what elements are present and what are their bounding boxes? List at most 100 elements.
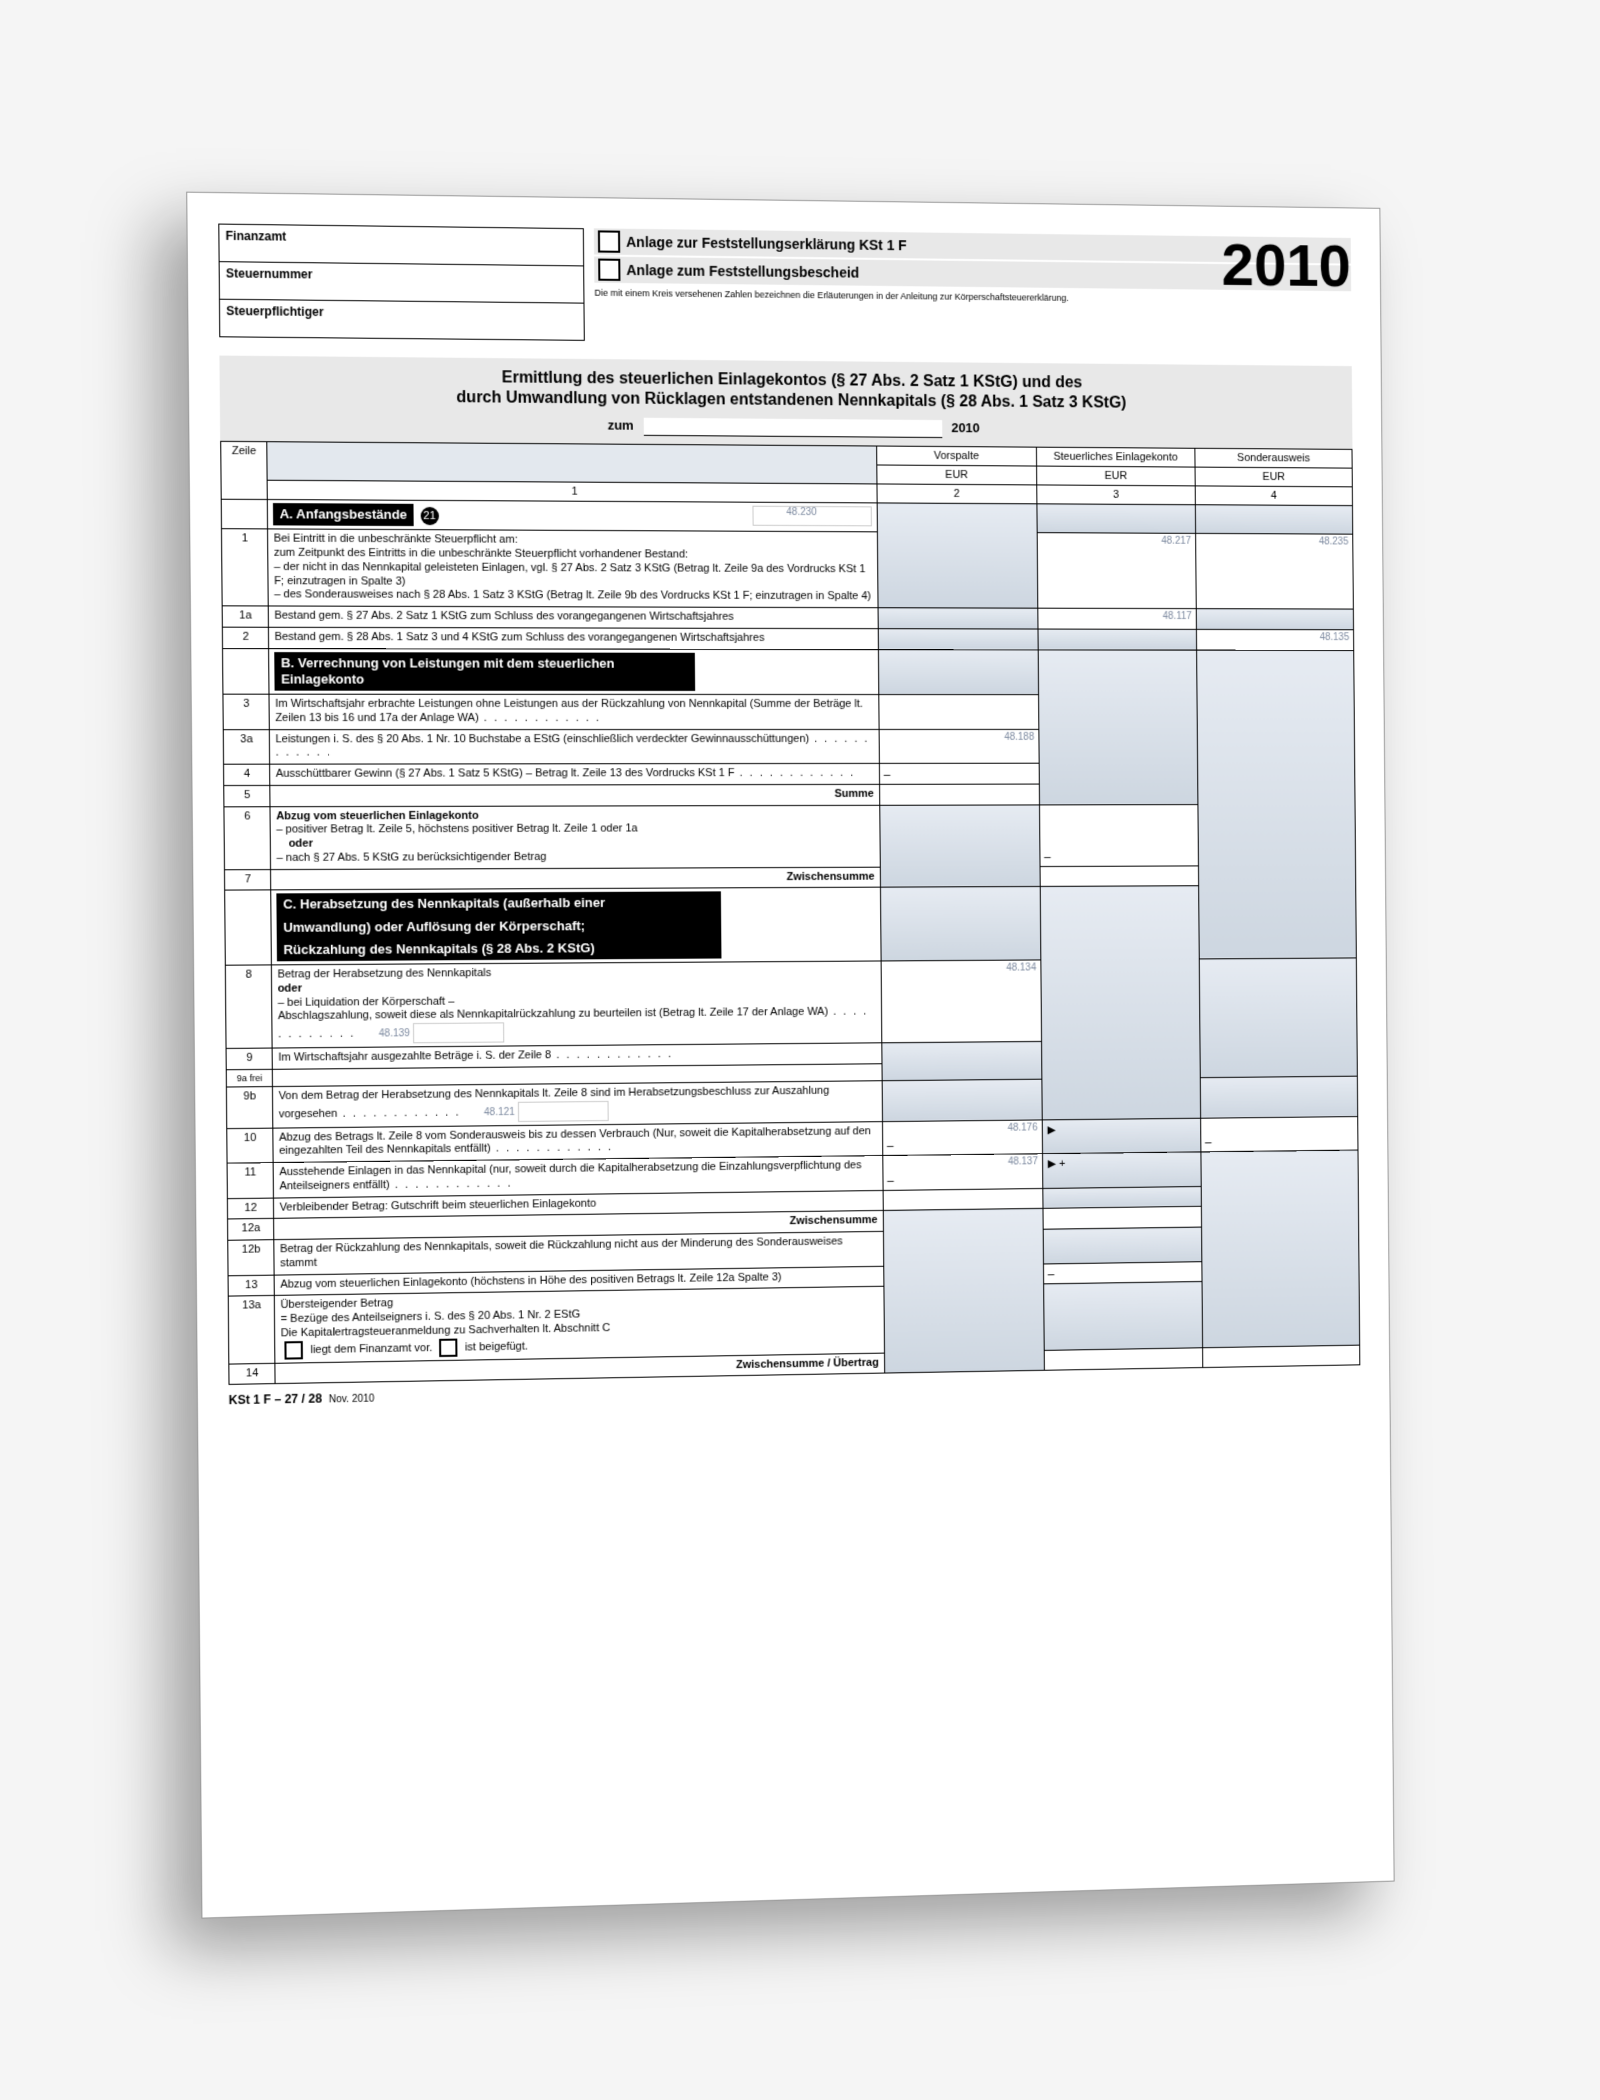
section-b-title: B. Verrechnung von Leistungen mit dem st… — [275, 652, 696, 691]
row-3a-span: Leistungen i. S. des § 20 Abs. 1 Nr. 10 … — [275, 733, 809, 745]
row-line-8: 8 — [225, 965, 272, 1049]
circle-21-icon: 21 — [420, 507, 438, 525]
col4-num: 4 — [1195, 486, 1352, 506]
cell-b-vor — [878, 649, 1038, 694]
cell-10-sonder[interactable]: – — [1200, 1116, 1358, 1152]
cell-11-vor[interactable]: 48.137– — [882, 1154, 1042, 1190]
col2-num: 2 — [877, 484, 1037, 504]
label-steuerpflichtiger: Steuerpflichtiger — [220, 300, 584, 340]
checkbox-beigefuegt[interactable] — [439, 1338, 457, 1356]
row-11-span: Ausstehende Einlagen in das Nennkapital … — [279, 1159, 861, 1192]
header-left: Finanzamt Steuernummer Steuerpflichtiger — [218, 224, 585, 341]
ref-48-135: 48.135 — [1320, 632, 1350, 643]
col-desc-blank — [267, 442, 876, 484]
footer-code: KSt 1 F – 27 / 28 — [229, 1392, 323, 1408]
ref-48-121: 48.121 — [484, 1106, 515, 1117]
section-c-title1: C. Herabsetzung des Nennkapitals (außerh… — [277, 892, 721, 917]
row-line-13: 13 — [228, 1275, 275, 1297]
cell-4-vor[interactable]: – — [879, 763, 1039, 784]
cell-3a-vor[interactable]: 48.188 — [879, 729, 1039, 763]
row-line-5: 5 — [224, 785, 271, 806]
cell-5-vor[interactable] — [879, 784, 1039, 805]
row-line-9b: 9b — [226, 1086, 273, 1128]
cell-6-vor — [879, 805, 1040, 888]
footer-date: Nov. 2010 — [329, 1394, 375, 1406]
section-c-title-cell: C. Herabsetzung des Nennkapitals (außerh… — [271, 888, 881, 966]
year: 2010 — [1221, 230, 1351, 300]
cell-8-vor[interactable]: 48.134 — [881, 960, 1042, 1043]
row-3-text: Im Wirtschaftsjahr erbrachte Leistungen … — [269, 694, 878, 729]
col3-label: Steuerliches Einlagekonto — [1036, 447, 1195, 467]
row-line-6: 6 — [224, 806, 271, 869]
cell-13-konto[interactable]: – — [1043, 1261, 1202, 1284]
row-8-text: Betrag der Herabsetzung des Nennkapitals… — [272, 961, 882, 1048]
zum-year: 2010 — [951, 421, 980, 436]
cell-7-konto[interactable] — [1040, 866, 1199, 887]
label-steuernummer: Steuernummer — [220, 262, 584, 303]
cell-9b-vor — [882, 1079, 1042, 1121]
cell-1-sonder[interactable]: 48.235 — [1195, 534, 1353, 609]
cell-1a-vor — [878, 608, 1038, 629]
col4-eur: EUR — [1195, 467, 1352, 487]
cell-1a-konto[interactable]: 48.117 — [1038, 608, 1197, 629]
checkbox-2[interactable] — [598, 259, 620, 281]
cell-2-vor — [878, 629, 1038, 650]
section-c-title3: Rückzahlung des Nennkapitals (§ 28 Abs. … — [277, 936, 721, 961]
r13a4a: liegt dem Finanzamt vor. — [310, 1342, 432, 1356]
col-zeile: Zeile — [221, 441, 268, 499]
cell-2-konto — [1038, 629, 1197, 650]
title: Ermittlung des steuerlichen Einlagekonto… — [219, 356, 1352, 422]
row-line-14: 14 — [229, 1363, 276, 1385]
cell-2-sonder[interactable]: 48.135 — [1196, 629, 1353, 650]
ref-48-139: 48.139 — [379, 1028, 410, 1039]
field-8d[interactable] — [413, 1023, 504, 1044]
row-7-text: Zwischensumme — [271, 867, 880, 890]
ref-48-137: 48.137 — [1008, 1156, 1038, 1167]
cell-12a-vor — [883, 1209, 1044, 1374]
r13a4b: ist beigefügt. — [465, 1340, 528, 1353]
cell-1a-sonder — [1196, 609, 1353, 630]
cell-14-konto[interactable] — [1044, 1347, 1203, 1370]
cell-3-vor[interactable] — [878, 695, 1038, 729]
cell-10-vor[interactable]: 48.176– — [882, 1120, 1042, 1156]
cell-12b-konto — [1043, 1227, 1202, 1263]
row-line-4: 4 — [224, 764, 271, 785]
cell-b-konto — [1038, 650, 1198, 805]
row-line-1: 1 — [221, 529, 268, 606]
field-9b[interactable] — [518, 1101, 609, 1122]
cell-b-sonder — [1196, 650, 1356, 959]
checkbox-liegt-vor[interactable] — [285, 1341, 304, 1360]
row-5-text: Summe — [270, 784, 879, 806]
row-4-text: Ausschüttbarer Gewinn (§ 27 Abs. 1 Satz … — [270, 764, 879, 786]
cell-13a-konto — [1043, 1282, 1202, 1350]
ref-48-117: 48.117 — [1163, 611, 1192, 622]
cell-14-sonder[interactable] — [1202, 1345, 1359, 1368]
row-6c: – nach § 27 Abs. 5 KStG zu berücksichtig… — [276, 850, 874, 866]
row-line-12: 12 — [227, 1198, 274, 1220]
row-1-text: Bei Eintritt in die unbeschränkte Steuer… — [268, 529, 878, 608]
ref-48-217: 48.217 — [1161, 536, 1191, 547]
zum-blank[interactable] — [643, 418, 942, 438]
cell-a-vor — [877, 503, 1038, 608]
cell-8-sonder — [1199, 958, 1357, 1078]
cell-12-vor[interactable] — [883, 1188, 1043, 1211]
row-line-2: 2 — [222, 627, 269, 648]
row-line-3a: 3a — [223, 729, 270, 764]
section-b-title-cell: B. Verrechnung von Leistungen mit dem st… — [269, 648, 878, 694]
row-line-3: 3 — [223, 694, 270, 729]
row-line-blank-b — [223, 648, 270, 694]
col3-eur: EUR — [1036, 466, 1195, 486]
ref-48-235: 48.235 — [1319, 537, 1349, 548]
cell-12a-konto[interactable] — [1043, 1207, 1202, 1230]
row-6-text: Abzug vom steuerlichen Einlagekonto – po… — [270, 805, 880, 869]
row-line-13a: 13a — [228, 1296, 275, 1364]
zum-label: zum — [607, 418, 633, 433]
row-3a-text: Leistungen i. S. des § 20 Abs. 1 Nr. 10 … — [270, 729, 879, 764]
cell-1-konto[interactable]: 48.217 — [1037, 533, 1196, 609]
cell-11-konto: ▶ + — [1042, 1152, 1201, 1188]
col4-label: Sonderausweis — [1195, 448, 1352, 468]
cell-a-konto — [1037, 504, 1196, 534]
cell-6-konto[interactable]: – — [1039, 804, 1198, 866]
checkbox-1[interactable] — [598, 230, 620, 252]
form-table: Zeile Vorspalte Steuerliches Einlagekont… — [220, 441, 1360, 1386]
